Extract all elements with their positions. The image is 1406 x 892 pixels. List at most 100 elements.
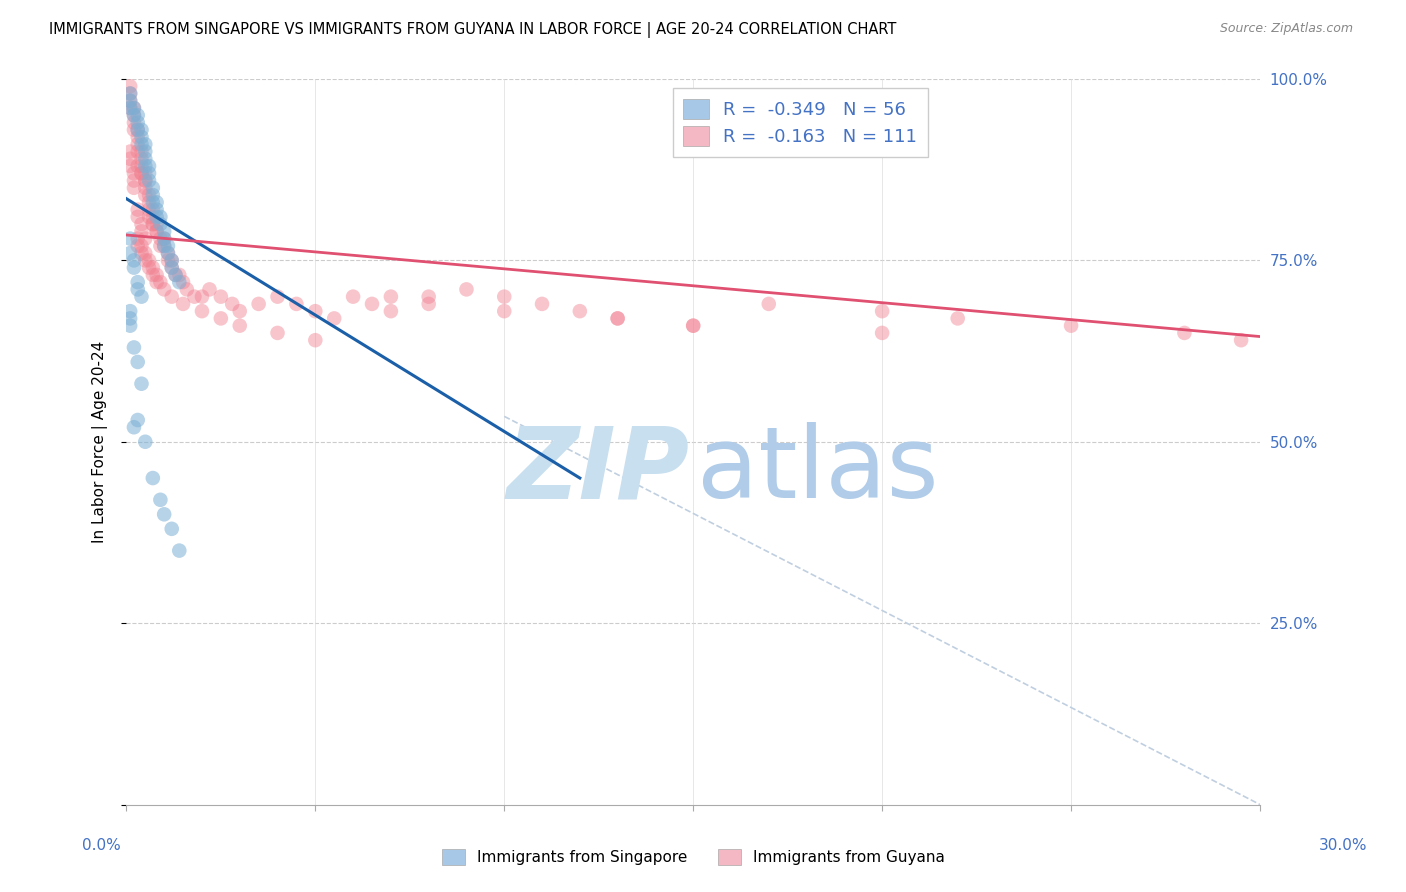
Text: ZIP: ZIP: [506, 422, 690, 519]
Point: [134, 145, 156, 159]
Point: [122, 115, 145, 129]
Text: 0.0%: 0.0%: [82, 838, 121, 854]
Point: [127, 413, 149, 427]
Point: [183, 290, 205, 304]
Point: [120, 145, 142, 159]
Point: [122, 173, 145, 187]
Point: [176, 282, 198, 296]
Point: [138, 253, 160, 268]
Point: [134, 181, 156, 195]
Point: [134, 173, 156, 187]
Point: [160, 290, 183, 304]
Point: [156, 246, 179, 260]
Point: [142, 195, 165, 210]
Point: [156, 253, 179, 268]
Point: [266, 326, 288, 340]
Point: [127, 239, 149, 253]
Point: [380, 304, 402, 318]
Point: [156, 246, 179, 260]
Point: [531, 297, 554, 311]
Point: [131, 166, 153, 180]
Point: [127, 231, 149, 245]
Point: [142, 217, 165, 231]
Point: [304, 333, 326, 347]
Point: [127, 115, 149, 129]
Point: [606, 311, 628, 326]
Point: [758, 297, 780, 311]
Point: [160, 253, 183, 268]
Point: [131, 376, 153, 391]
Point: [134, 166, 156, 180]
Point: [153, 224, 176, 238]
Point: [127, 282, 149, 296]
Point: [127, 159, 149, 173]
Point: [131, 239, 153, 253]
Point: [145, 195, 167, 210]
Point: [145, 210, 167, 224]
Point: [229, 304, 252, 318]
Point: [120, 318, 142, 333]
Point: [138, 159, 160, 173]
Point: [145, 268, 167, 282]
Point: [138, 260, 160, 275]
Point: [1173, 326, 1195, 340]
Point: [127, 202, 149, 217]
Point: [122, 101, 145, 115]
Point: [494, 304, 516, 318]
Point: [122, 341, 145, 355]
Point: [122, 166, 145, 180]
Point: [138, 202, 160, 217]
Point: [131, 122, 153, 136]
Point: [131, 145, 153, 159]
Point: [134, 231, 156, 245]
Point: [172, 297, 194, 311]
Point: [153, 508, 176, 522]
Point: [153, 231, 176, 245]
Point: [418, 297, 440, 311]
Point: [120, 311, 142, 326]
Point: [160, 522, 183, 536]
Point: [142, 181, 165, 195]
Point: [122, 181, 145, 195]
Point: [153, 231, 176, 245]
Point: [131, 217, 153, 231]
Point: [122, 108, 145, 122]
Point: [169, 543, 191, 558]
Point: [120, 246, 142, 260]
Point: [1060, 318, 1083, 333]
Point: [209, 311, 232, 326]
Point: [134, 253, 156, 268]
Point: [172, 275, 194, 289]
Point: [127, 122, 149, 136]
Point: [127, 122, 149, 136]
Point: [138, 210, 160, 224]
Point: [160, 260, 183, 275]
Point: [149, 231, 172, 245]
Point: [160, 253, 183, 268]
Point: [127, 137, 149, 152]
Point: [221, 297, 243, 311]
Point: [122, 253, 145, 268]
Point: [1230, 333, 1253, 347]
Point: [127, 355, 149, 369]
Point: [191, 304, 214, 318]
Text: 30.0%: 30.0%: [1319, 838, 1367, 854]
Text: atlas: atlas: [696, 422, 938, 519]
Point: [149, 217, 172, 231]
Point: [134, 159, 156, 173]
Point: [120, 79, 142, 94]
Point: [120, 304, 142, 318]
Point: [165, 268, 187, 282]
Point: [142, 202, 165, 217]
Point: [120, 94, 142, 108]
Point: [169, 268, 191, 282]
Legend: R =  -0.349   N = 56, R =  -0.163   N = 111: R = -0.349 N = 56, R = -0.163 N = 111: [672, 88, 928, 157]
Point: [142, 471, 165, 485]
Point: [198, 282, 221, 296]
Point: [145, 224, 167, 238]
Point: [153, 282, 176, 296]
Point: [191, 290, 214, 304]
Point: [361, 297, 384, 311]
Point: [209, 290, 232, 304]
Point: [131, 290, 153, 304]
